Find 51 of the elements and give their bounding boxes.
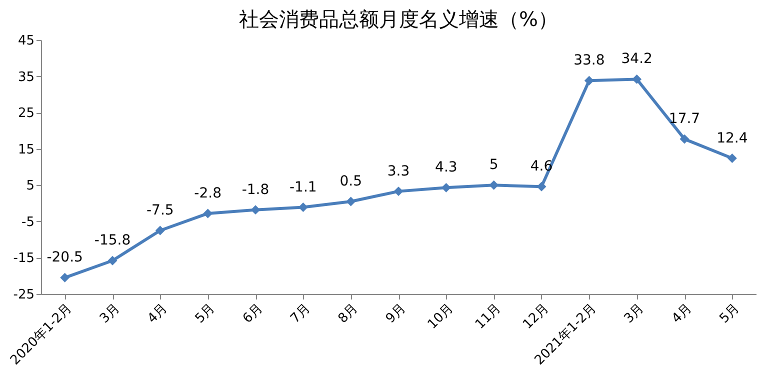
point [632,74,642,84]
point [441,182,451,192]
x-tick-label: 6月 [240,300,266,326]
point [680,134,690,144]
x-tick-label: 4月 [669,300,695,326]
point [394,186,404,196]
x-tick-label: 4月 [144,300,171,326]
y-tick-label: -15 [13,251,34,266]
data-label: -7.5 [146,202,174,218]
data-label: -20.5 [46,250,83,266]
data-label: 0.5 [340,173,362,190]
point [489,180,499,190]
point [108,256,118,266]
y-tick-label: -5 [22,214,34,230]
x-tick-label: 8月 [336,300,362,326]
point [298,202,308,212]
x-tick-label: 12月 [520,300,552,332]
data-label: -1.1 [290,179,317,196]
point [250,205,260,215]
x-tick-label: 9月 [383,300,409,326]
data-label: 34.2 [621,51,652,68]
x-tick-label: 3月 [97,300,123,326]
data-label: 4.3 [435,160,458,176]
data-label: 17.7 [668,111,700,128]
data-label: -15.8 [94,232,131,249]
point [536,182,546,192]
point [727,154,737,164]
point [60,272,70,282]
y-tick-label: 45 [18,34,34,48]
x-tick-label: 10月 [425,300,457,332]
x-tick-label: 5月 [192,300,218,326]
x-tick-label: 7月 [288,300,314,326]
point [346,196,356,206]
y-tick-label: 35 [18,70,34,85]
data-label: 33.8 [574,52,605,69]
data-label: -1.8 [242,182,270,198]
x-tick-label: 5月 [716,300,743,326]
y-tick-label: -25 [13,288,34,302]
data-label: 12.4 [716,130,748,146]
x-tick-label: 11月 [472,300,504,332]
y-tick-label: 15 [18,142,34,158]
data-label: 5 [489,157,498,174]
chart-title: 社会消费品总额月度名义增速（%） [238,7,558,31]
point [203,208,213,218]
data-label: -2.8 [194,185,222,202]
y-tick-label: 5 [26,178,34,194]
x-tick-label: 3月 [622,300,648,326]
point [584,76,594,86]
y-tick-label: 25 [18,106,34,122]
data-label: 3.3 [387,163,410,180]
point [155,226,165,236]
